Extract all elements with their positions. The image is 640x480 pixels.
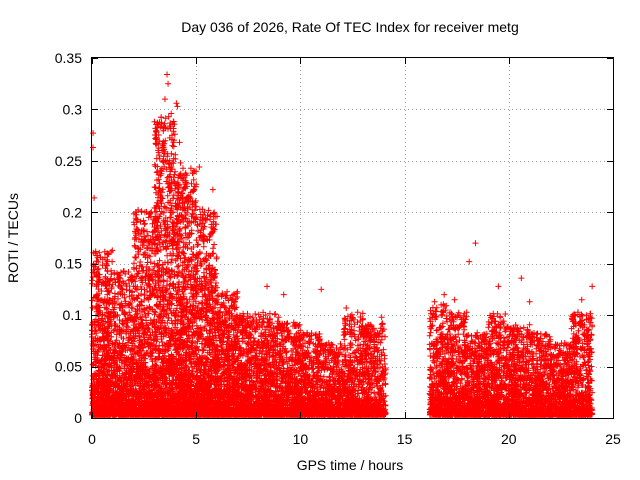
x-axis-label: GPS time / hours (297, 457, 404, 473)
y-tick-label: 0.3 (63, 101, 83, 117)
roti-point (201, 209, 208, 216)
data-points (89, 71, 596, 418)
roti-point (441, 291, 448, 298)
roti-point (228, 296, 235, 303)
roti-point (90, 144, 97, 151)
roti-point (151, 118, 158, 125)
roti-point-cloud (89, 113, 596, 418)
roti-point (318, 286, 325, 293)
roti-point (164, 71, 171, 78)
roti-point (472, 240, 479, 247)
roti-point (518, 275, 525, 282)
x-tick-label: 0 (88, 431, 96, 447)
roti-point (451, 296, 458, 303)
y-tick-label: 0 (74, 410, 82, 426)
x-tick-label: 5 (192, 431, 200, 447)
x-tick-label: 25 (605, 431, 621, 447)
x-axis-ticks: 0 5 10 15 20 25 (88, 58, 621, 447)
roti-point (155, 149, 162, 156)
roti-point (526, 298, 533, 305)
roti-point (343, 304, 350, 311)
roti-point (176, 139, 183, 146)
plot-frame (91, 57, 614, 419)
roti-point (196, 164, 203, 171)
roti-point (156, 155, 163, 162)
roti-point (264, 283, 271, 290)
y-axis-ticks: 0 0.05 0.1 0.15 0.2 0.25 0.3 0.35 (55, 50, 613, 426)
roti-point (495, 283, 502, 290)
roti-point (157, 167, 164, 174)
roti-point (378, 314, 385, 321)
x-tick-label: 10 (293, 431, 309, 447)
x-tick-label: 15 (397, 431, 413, 447)
roti-point (209, 186, 216, 193)
chart-title: Day 036 of 2026, Rate Of TEC Index for r… (181, 19, 518, 35)
y-tick-label: 0.2 (63, 204, 83, 220)
y-tick-label: 0.35 (55, 50, 82, 66)
roti-point (165, 80, 172, 87)
roti-point (174, 103, 181, 110)
roti-point (91, 194, 98, 201)
y-tick-label: 0.15 (55, 256, 82, 272)
roti-point (578, 296, 585, 303)
roti-point (168, 110, 175, 117)
y-tick-label: 0.05 (55, 359, 82, 375)
roti-point (177, 159, 184, 166)
roti-point (589, 283, 596, 290)
roti-point (466, 258, 473, 265)
roti-point (280, 291, 287, 298)
roti-point (132, 209, 139, 216)
roti-point (90, 130, 97, 137)
y-axis-label: ROTI / TECUs (5, 193, 21, 283)
roti-point (153, 129, 160, 136)
y-tick-label: 0.25 (55, 153, 82, 169)
y-tick-label: 0.1 (63, 307, 83, 323)
roti-point (173, 100, 180, 107)
roti-point (161, 96, 168, 103)
x-tick-label: 20 (501, 431, 517, 447)
